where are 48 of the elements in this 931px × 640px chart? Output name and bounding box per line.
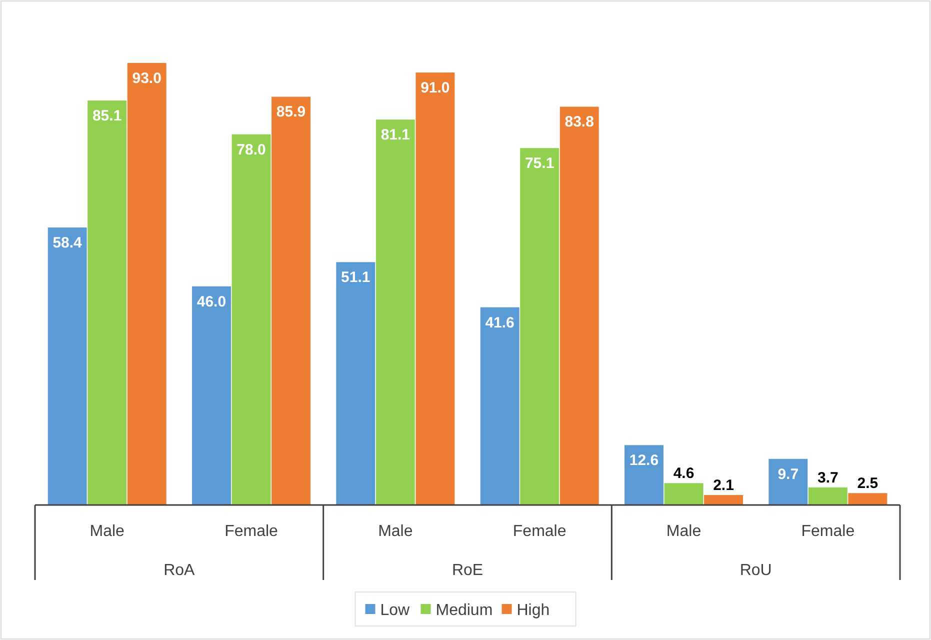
x-tick-label: Male (666, 523, 702, 540)
data-label: 46.0 (196, 293, 226, 310)
data-label: 83.8 (564, 114, 594, 131)
bar (664, 483, 704, 505)
x-tick-label: Male (378, 523, 413, 540)
bar (480, 307, 520, 505)
text: RoE (452, 562, 484, 579)
data-label: 58.4 (52, 234, 83, 252)
data-label: 41.6 (485, 314, 514, 332)
data-label: 85.1 (92, 108, 122, 125)
data-label: 2.5 (857, 475, 878, 492)
legend-label: High (516, 602, 550, 619)
text: RoA (164, 562, 196, 579)
data-label: 2.1 (713, 477, 734, 494)
x-tick-label: Male (90, 523, 125, 540)
bar (88, 100, 127, 505)
bar (127, 63, 166, 505)
bar (416, 72, 455, 505)
data-label: 9.7 (778, 466, 799, 483)
data-label: 93.0 (132, 70, 162, 87)
bar (808, 487, 848, 505)
bar (704, 495, 743, 505)
bar (560, 106, 599, 505)
legend-label: Low (380, 602, 410, 619)
legend-label: Medium (436, 602, 493, 619)
data-label: 51.1 (341, 269, 370, 286)
bar (624, 445, 664, 505)
bar (192, 286, 231, 505)
data-label: 81.1 (380, 126, 410, 144)
bar (768, 458, 808, 505)
text: RoU (740, 562, 772, 579)
bar (336, 262, 376, 505)
bar (376, 120, 415, 505)
data-label: 78.0 (236, 141, 266, 158)
data-label: 4.6 (673, 465, 694, 482)
data-label: 3.7 (817, 469, 838, 486)
bar (232, 134, 271, 505)
x-tick-label: Female (224, 523, 278, 540)
bar (520, 148, 560, 505)
data-label: 85.9 (276, 104, 306, 121)
bar (48, 227, 87, 505)
x-tick-label: Female (512, 523, 566, 540)
data-label: 91.0 (420, 80, 450, 97)
x-tick-label: Female (801, 523, 855, 540)
data-label: 75.1 (524, 155, 554, 172)
bar (848, 493, 888, 505)
bar (272, 96, 310, 505)
data-label: 12.6 (629, 452, 659, 470)
